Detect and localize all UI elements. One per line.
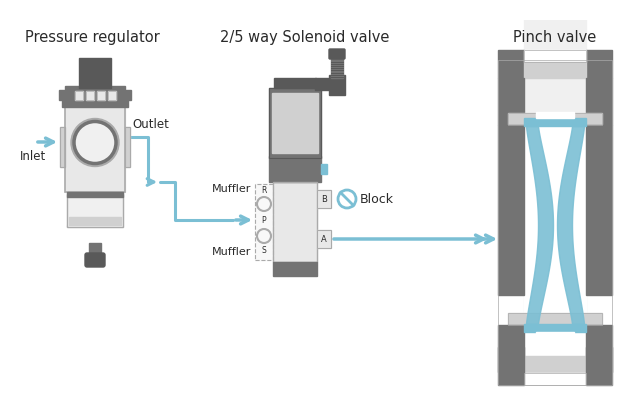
Bar — [274, 78, 316, 88]
Bar — [498, 60, 612, 385]
Bar — [524, 0, 586, 325]
Text: Pressure regulator: Pressure regulator — [25, 30, 159, 45]
Bar — [108, 91, 116, 100]
Bar — [67, 194, 123, 227]
Text: R: R — [261, 186, 267, 194]
Bar — [317, 190, 331, 208]
Bar — [536, 332, 574, 338]
Bar — [586, 50, 612, 78]
Text: Pinch valve: Pinch valve — [513, 30, 596, 45]
Bar — [329, 75, 345, 95]
Bar — [125, 127, 130, 167]
Bar — [524, 50, 586, 62]
Bar — [498, 347, 524, 385]
Text: Outlet: Outlet — [132, 118, 169, 131]
Bar — [524, 125, 586, 325]
Bar — [79, 58, 111, 88]
Bar — [586, 125, 612, 295]
Bar — [75, 91, 83, 100]
Bar — [255, 184, 273, 260]
Bar — [524, 78, 586, 125]
Circle shape — [74, 121, 116, 163]
Bar — [86, 91, 94, 100]
Polygon shape — [67, 215, 123, 227]
Bar — [60, 127, 65, 167]
Bar — [498, 325, 524, 372]
Bar — [586, 347, 612, 385]
Text: Block: Block — [360, 192, 394, 205]
Bar — [498, 125, 524, 295]
Bar — [321, 164, 327, 174]
Bar — [273, 262, 317, 276]
Bar — [255, 184, 273, 260]
Text: S: S — [262, 246, 267, 255]
Bar — [273, 182, 317, 262]
Bar — [89, 243, 101, 257]
FancyBboxPatch shape — [85, 253, 105, 267]
Bar — [269, 88, 321, 158]
Bar — [59, 90, 67, 100]
Bar — [65, 102, 125, 192]
Bar — [86, 91, 94, 100]
Bar — [272, 93, 318, 153]
FancyBboxPatch shape — [329, 49, 345, 59]
Bar — [524, 62, 586, 78]
Bar — [536, 112, 574, 118]
Bar — [60, 127, 65, 167]
Text: A: A — [321, 234, 327, 244]
Bar — [317, 230, 331, 248]
Bar — [108, 91, 116, 100]
Bar — [498, 78, 524, 125]
Bar — [65, 86, 125, 102]
Bar — [524, 325, 586, 372]
Bar — [69, 217, 121, 225]
Bar — [586, 78, 612, 125]
Bar — [524, 324, 586, 332]
Bar — [269, 88, 321, 158]
Bar — [67, 192, 123, 197]
Bar — [123, 90, 131, 100]
Bar — [273, 182, 317, 262]
Bar — [498, 60, 612, 385]
Text: Inlet: Inlet — [20, 150, 46, 163]
Text: B: B — [321, 194, 327, 204]
Bar — [62, 97, 128, 107]
Bar — [97, 91, 105, 100]
Bar — [524, 373, 586, 385]
Bar — [331, 56, 343, 78]
Bar — [508, 113, 602, 125]
Bar — [508, 113, 602, 125]
Bar — [498, 50, 524, 78]
Bar — [524, 118, 586, 126]
Bar — [586, 325, 612, 372]
Bar — [67, 194, 123, 227]
Bar — [508, 313, 602, 325]
Text: Muffler: Muffler — [211, 247, 251, 257]
Bar — [125, 127, 130, 167]
Bar — [269, 156, 321, 182]
Bar — [65, 102, 125, 192]
Circle shape — [71, 118, 119, 166]
Text: 2/5 way Solenoid valve: 2/5 way Solenoid valve — [220, 30, 390, 45]
Bar — [524, 373, 586, 385]
Bar — [97, 91, 105, 100]
Text: P: P — [262, 215, 267, 225]
Bar — [75, 91, 83, 100]
Bar — [508, 313, 602, 325]
Bar — [524, 356, 586, 372]
Bar — [317, 230, 331, 248]
Bar — [317, 190, 331, 208]
Bar — [315, 78, 335, 90]
Bar — [524, 50, 586, 62]
Text: Muffler: Muffler — [211, 184, 251, 194]
